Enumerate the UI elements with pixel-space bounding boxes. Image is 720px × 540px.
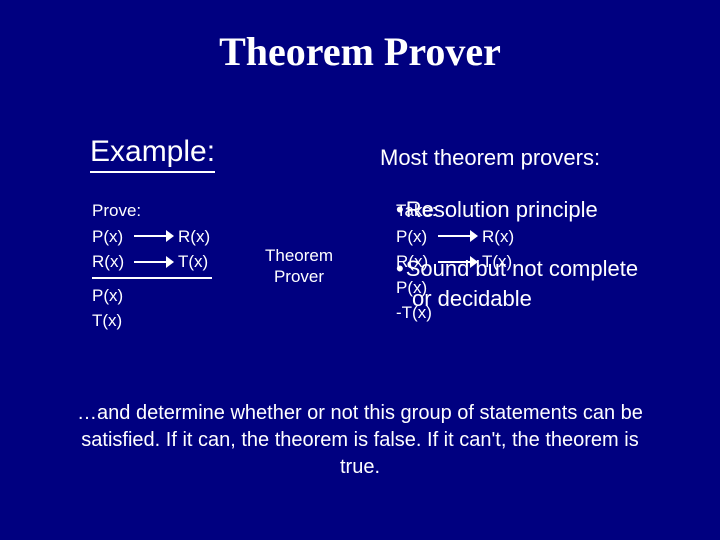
- arrow-icon: [134, 255, 174, 269]
- example-label: Example:: [90, 135, 215, 173]
- tp-line1: Theorem: [265, 245, 333, 266]
- left-r1-lhs: P(x): [92, 224, 130, 250]
- bullet-3-text: or decidable: [412, 286, 532, 311]
- left-below-2: T(x): [92, 308, 216, 334]
- bullet-1: •Resolution principle: [396, 197, 598, 223]
- bullet-dot-icon: •: [396, 256, 404, 281]
- right-r1-lhs: P(x): [396, 224, 434, 250]
- divider-line: [92, 277, 212, 279]
- left-row-1: P(x) R(x): [92, 224, 216, 250]
- bullet-2-text: Sound but not complete: [406, 256, 638, 281]
- left-r2-lhs: R(x): [92, 249, 130, 275]
- left-r1-rhs: R(x): [178, 224, 216, 250]
- left-below-1: P(x): [92, 283, 216, 309]
- bullet-2: •Sound but not complete: [396, 256, 638, 282]
- right-row-1: P(x) R(x): [396, 224, 520, 250]
- footer-paragraph: …and determine whether or not this group…: [60, 400, 660, 481]
- arrow-icon: [438, 229, 478, 243]
- theorem-prover-box: Theorem Prover: [265, 245, 333, 288]
- most-provers-label: Most theorem provers:: [380, 145, 600, 171]
- arrow-icon: [134, 229, 174, 243]
- right-r1-rhs: R(x): [482, 224, 520, 250]
- slide-title: Theorem Prover: [0, 0, 720, 75]
- prove-block: Prove: P(x) R(x) R(x) T(x) P(x) T(x): [92, 198, 216, 334]
- left-r2-rhs: T(x): [178, 249, 216, 275]
- bullet-dot-icon: •: [396, 197, 404, 222]
- bullet-1-text: Resolution principle: [406, 197, 598, 222]
- bullet-3: or decidable: [412, 286, 532, 312]
- left-row-2: R(x) T(x): [92, 249, 216, 275]
- prove-label: Prove:: [92, 198, 216, 224]
- tp-line2: Prover: [265, 266, 333, 287]
